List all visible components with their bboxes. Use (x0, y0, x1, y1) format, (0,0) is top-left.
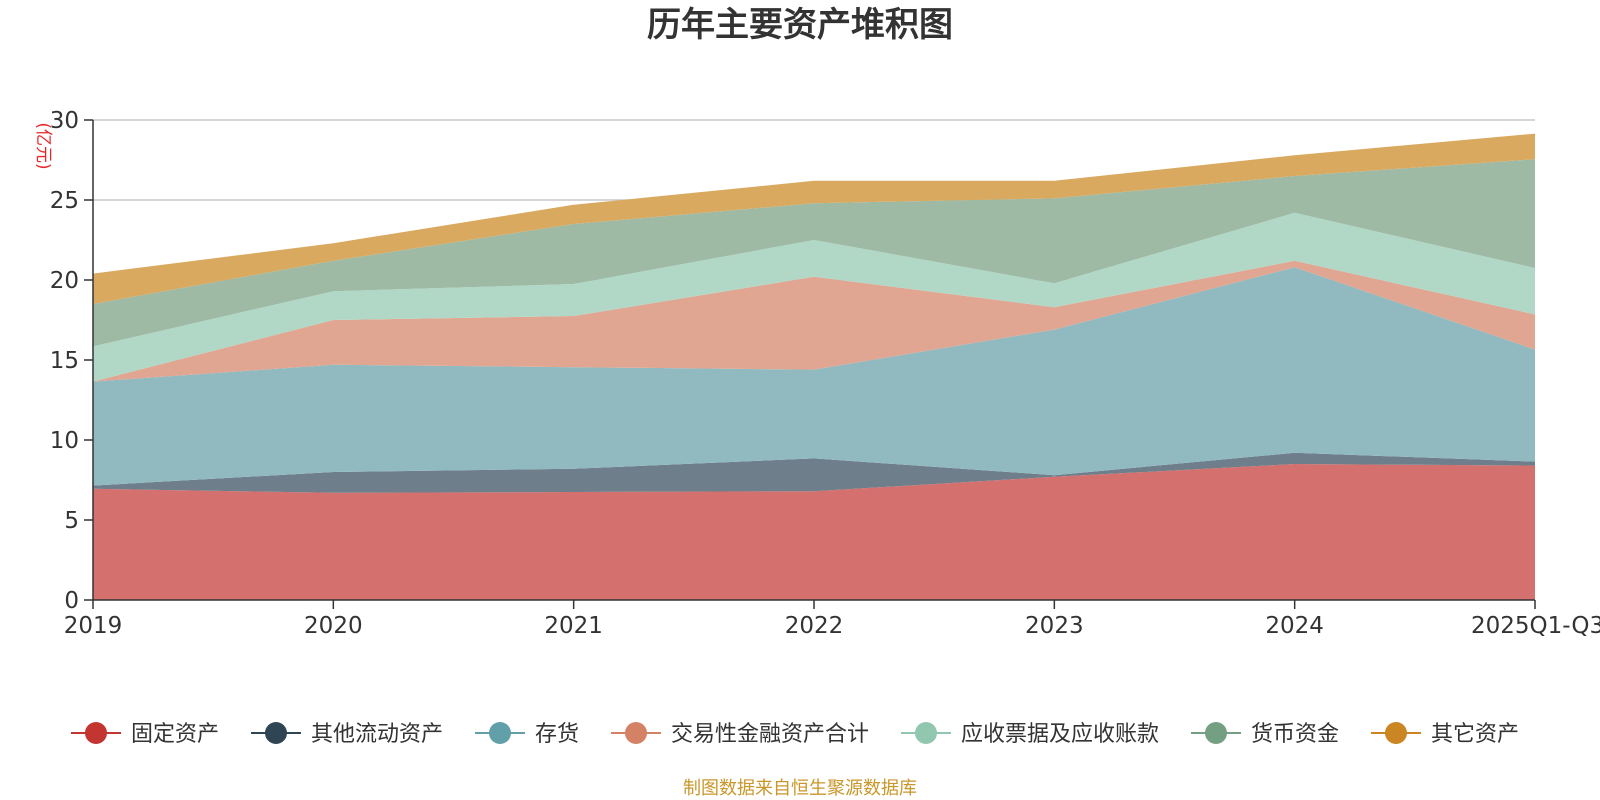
area-series-3 (93, 267, 1535, 486)
legend-circle-icon (1205, 722, 1227, 744)
chart-title: 历年主要资产堆积图 (647, 5, 953, 45)
legend-circle-icon (265, 722, 287, 744)
x-tick-label: 2020 (304, 613, 363, 639)
legend-item-2[interactable]: 其他流动资产 (251, 722, 443, 747)
area-series-5 (93, 212, 1535, 382)
y-tick-label: 30 (50, 108, 79, 134)
legend-circle-icon (489, 722, 511, 744)
y-axis-unit-label: (亿元) (33, 122, 53, 169)
y-tick-label: 5 (64, 508, 79, 534)
legend: 固定资产 其他流动资产 存货 交易性金融资产合计 应收票据及应收账款 货币资金 其它资产 (71, 722, 1519, 747)
legend-circle-icon (915, 722, 937, 744)
y-tick-label: 20 (50, 268, 79, 294)
legend-label: 货币资金 (1251, 722, 1339, 747)
legend-label: 固定资产 (131, 722, 219, 747)
x-tick-label: 2023 (1025, 613, 1084, 639)
legend-item-4[interactable]: 交易性金融资产合计 (611, 722, 869, 747)
legend-label: 应收票据及应收账款 (961, 722, 1159, 747)
area-series-6 (93, 159, 1535, 347)
source-note: 制图数据来自恒生聚源数据库 (683, 778, 917, 799)
y-tick-label: 15 (50, 348, 79, 374)
y-tick-label: 0 (64, 588, 79, 614)
x-tick-label: 2019 (64, 613, 123, 639)
legend-item-6[interactable]: 货币资金 (1191, 722, 1339, 747)
area-series-4 (93, 260, 1535, 382)
area-series-group (93, 133, 1535, 600)
legend-label: 存货 (535, 722, 579, 747)
legend-item-5[interactable]: 应收票据及应收账款 (901, 722, 1159, 747)
legend-label: 其他流动资产 (311, 722, 443, 747)
legend-item-3[interactable]: 存货 (475, 722, 579, 747)
x-tick-label: 2025Q1-Q3 (1471, 613, 1600, 639)
area-series-2 (93, 452, 1535, 493)
legend-label: 其它资产 (1431, 722, 1519, 747)
legend-item-7[interactable]: 其它资产 (1371, 722, 1519, 747)
x-tick-label: 2024 (1265, 613, 1324, 639)
axes: 0 5 10 15 20 25 30 2019 2020 2021 2022 2023 2024 2025… (50, 108, 1600, 639)
area-series-7 (93, 133, 1535, 304)
legend-circle-icon (85, 722, 107, 744)
area-series-1 (93, 464, 1535, 600)
y-tick-label: 25 (50, 188, 79, 214)
y-tick-label: 10 (50, 428, 79, 454)
legend-item-1[interactable]: 固定资产 (71, 722, 219, 747)
legend-circle-icon (625, 722, 647, 744)
legend-circle-icon (1385, 722, 1407, 744)
x-tick-label: 2022 (785, 613, 844, 639)
legend-label: 交易性金融资产合计 (671, 722, 869, 747)
x-tick-label: 2021 (544, 613, 603, 639)
